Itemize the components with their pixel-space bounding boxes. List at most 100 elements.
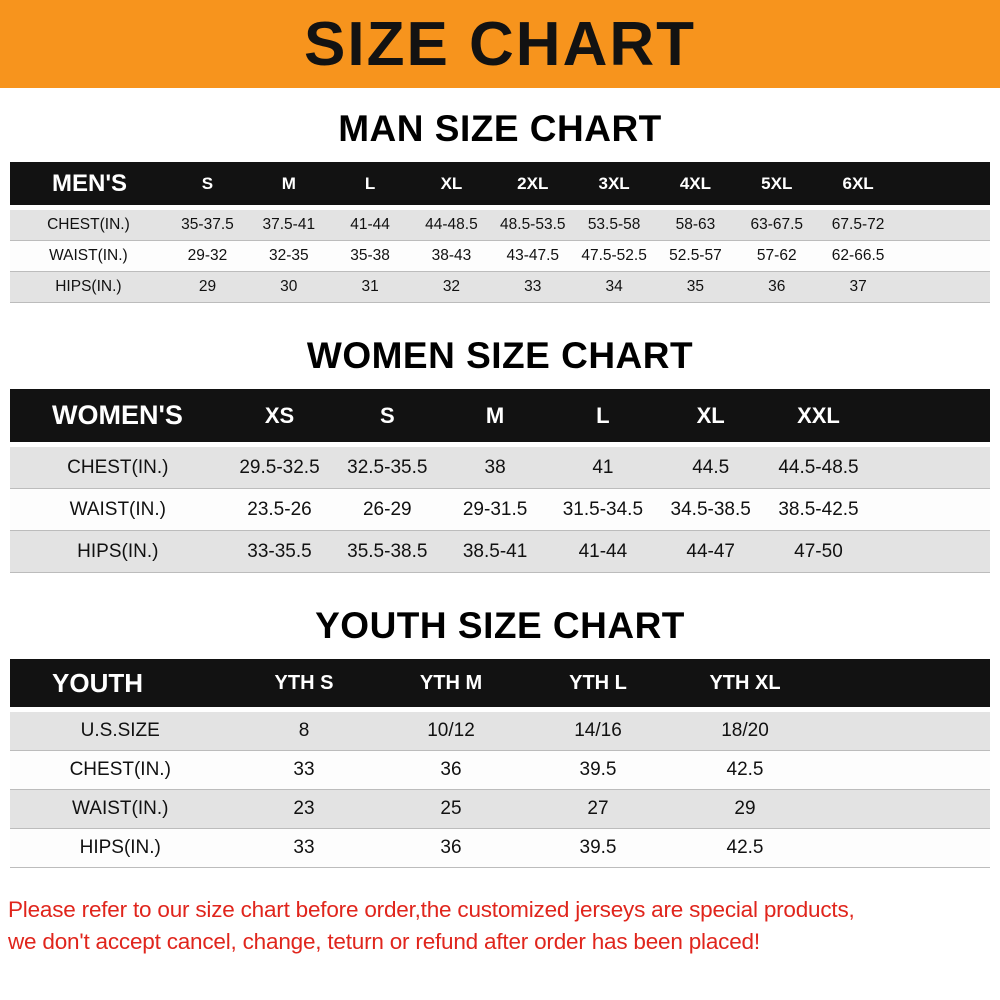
- measurement-value: 33: [293, 837, 315, 858]
- measurement-value: 36: [440, 837, 462, 858]
- measurement-value: 47.5-52.5: [581, 247, 647, 264]
- banner-title: SIZE CHART: [304, 9, 696, 79]
- measurement-value: 29.5-32.5: [239, 456, 320, 478]
- disclaimer-line-1: Please refer to our size chart before or…: [8, 897, 855, 922]
- order-disclaimer-note: Please refer to our size chart before or…: [8, 894, 992, 957]
- mens-size-table: MEN'S S M L XL 2XL 3XL 4XL 5XL 6XL CHEST(IN.) 35-37…: [10, 162, 990, 303]
- measurement-value: 53.5-58: [587, 216, 641, 233]
- table-row: HIPS(IN.) 29 30 31 32 33 34 35 36 37: [10, 272, 990, 303]
- measurement-value: 41-44: [578, 540, 628, 562]
- measurement-value: 32: [442, 278, 461, 295]
- measurement-value: 38: [484, 456, 506, 478]
- measurement-value: 29-31.5: [462, 498, 528, 520]
- measurement-value: 36: [768, 278, 786, 295]
- size-column-header: YTH XL: [709, 671, 781, 694]
- size-column-header: S: [201, 173, 214, 193]
- measurement-label: WAIST(IN.): [72, 798, 169, 819]
- size-column-header: 4XL: [679, 173, 712, 193]
- measurement-label: CHEST(IN.): [67, 456, 169, 478]
- measurement-value: 42.5: [726, 837, 764, 858]
- measurement-value: 23: [293, 798, 315, 819]
- size-column-header: S: [379, 402, 395, 428]
- measurement-value: 29: [734, 798, 756, 819]
- table-row: CHEST(IN.) 35-37.5 37.5-41 41-44 44-48.5 48.5…: [10, 210, 990, 241]
- man-size-chart-heading: MAN SIZE CHART: [338, 108, 662, 149]
- table-name-cell: YOUTH: [52, 667, 143, 698]
- size-chart-banner: SIZE CHART: [0, 0, 1000, 88]
- measurement-value: 37: [849, 278, 867, 295]
- size-column-header: M: [281, 173, 296, 193]
- measurement-value: 35: [686, 278, 705, 295]
- measurement-value: 57-62: [756, 247, 797, 264]
- measurement-value: 62-66.5: [831, 247, 885, 264]
- measurement-value: 63-67.5: [750, 216, 804, 233]
- measurement-value: 33-35.5: [247, 540, 312, 562]
- measurement-value: 35.5-38.5: [347, 540, 428, 562]
- table-row: CHEST(IN.) 33 36 39.5 42.5: [10, 751, 990, 790]
- measurement-value: 44-48.5: [425, 216, 478, 233]
- table-header-row: MEN'S S M L XL 2XL 3XL 4XL 5XL 6XL: [10, 162, 990, 205]
- measurement-value: 37.5-41: [262, 216, 316, 233]
- size-column-header: 6XL: [842, 173, 874, 193]
- table-row: U.S.SIZE 8 10/12 14/16 18/20: [10, 712, 990, 751]
- measurement-value: 41: [592, 456, 614, 478]
- measurement-label: CHEST(IN.): [69, 759, 171, 780]
- size-column-header: 3XL: [598, 173, 630, 193]
- measurement-value: 39.5: [579, 759, 617, 780]
- measurement-value: 39.5: [579, 837, 617, 858]
- measurement-value: 25: [440, 798, 462, 819]
- youth-size-table: YOUTH YTH S YTH M YTH L YTH XL U.S.SIZE 8 10/12…: [10, 659, 990, 868]
- measurement-value: 48.5-53.5: [500, 216, 566, 233]
- measurement-value: 31: [361, 278, 379, 295]
- women-size-chart-heading: WOMEN SIZE CHART: [306, 335, 694, 376]
- measurement-value: 31.5-34.5: [562, 498, 644, 520]
- measurement-value: 10/12: [427, 720, 475, 741]
- measurement-value: 47-50: [794, 540, 843, 562]
- disclaimer-line-2: we don't accept cancel, change, teturn o…: [8, 928, 760, 954]
- measurement-value: 34.5-38.5: [670, 498, 751, 520]
- measurement-value: 38.5-42.5: [778, 498, 859, 520]
- table-header-row: YOUTH YTH S YTH M YTH L YTH XL: [10, 659, 990, 707]
- measurement-value: 8: [298, 720, 310, 741]
- size-column-header: YTH M: [419, 671, 483, 694]
- size-column-header: XL: [440, 173, 463, 193]
- measurement-value: 18/20: [721, 720, 769, 741]
- size-column-header: L: [596, 402, 610, 428]
- measurement-value: 35-37.5: [181, 216, 234, 233]
- size-column-header: XXL: [797, 402, 840, 428]
- size-column-header: M: [485, 402, 505, 428]
- measurement-value: 14/16: [574, 720, 622, 741]
- measurement-value: 32.5-35.5: [347, 456, 428, 478]
- measurement-value: 27: [587, 798, 609, 819]
- measurement-value: 29-32: [187, 247, 228, 264]
- womens-size-table: WOMEN'S XS S M L XL XXL CHEST(IN.) 29.5-32.5 32.5…: [10, 389, 990, 573]
- measurement-value: 33: [524, 278, 542, 295]
- measurement-value: 36: [440, 759, 462, 780]
- measurement-value: 41-44: [350, 216, 390, 233]
- table-row: CHEST(IN.) 29.5-32.5 32.5-35.5 38 41 44.5 44.5…: [10, 447, 990, 489]
- measurement-value: 26-29: [362, 498, 412, 520]
- measurement-value: 29: [198, 278, 217, 295]
- measurement-value: 33: [293, 759, 315, 780]
- size-column-header: XL: [696, 402, 725, 428]
- measurement-value: 32-35: [268, 247, 309, 264]
- measurement-label: HIPS(IN.): [55, 278, 122, 295]
- table-row: WAIST(IN.) 23 25 27 29: [10, 790, 990, 829]
- measurement-value: 52.5-57: [669, 247, 722, 264]
- size-column-header: 2XL: [517, 173, 549, 193]
- measurement-label: WAIST(IN.): [49, 247, 128, 264]
- measurement-label: WAIST(IN.): [69, 498, 166, 520]
- measurement-value: 38.5-41: [462, 540, 528, 562]
- table-row: WAIST(IN.) 29-32 32-35 35-38 38-43 43-47.5 47.…: [10, 241, 990, 272]
- measurement-value: 67.5-72: [831, 216, 885, 233]
- measurement-label: CHEST(IN.): [47, 216, 130, 233]
- table-name-cell: WOMEN'S: [52, 400, 183, 430]
- measurement-value: 34: [605, 278, 623, 295]
- measurement-label: U.S.SIZE: [80, 720, 160, 741]
- measurement-value: 58-63: [675, 216, 716, 233]
- measurement-value: 42.5: [726, 759, 764, 780]
- measurement-value: 44-47: [686, 540, 735, 562]
- measurement-value: 38-43: [431, 247, 472, 264]
- measurement-value: 44.5: [692, 456, 730, 478]
